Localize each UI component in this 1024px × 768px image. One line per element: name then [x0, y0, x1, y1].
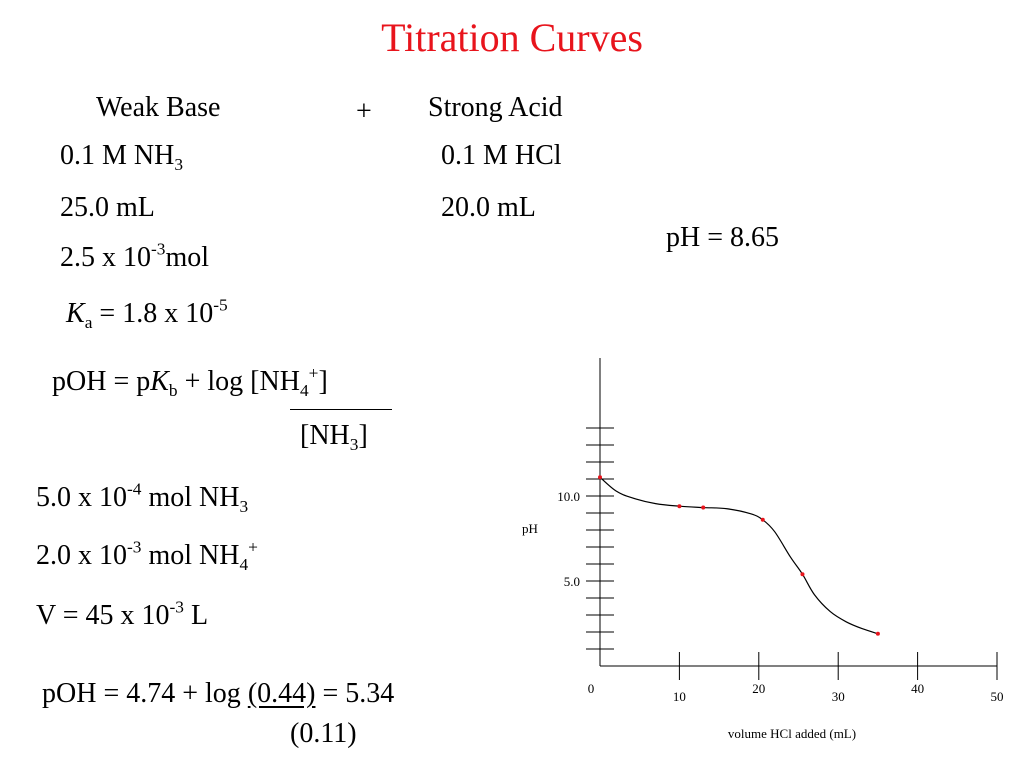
l2-unit: mol NH: [141, 540, 240, 571]
data-point-6: [875, 631, 880, 636]
x-tick-label-40: 40: [911, 681, 924, 696]
final-equation: pOH = 4.74 + log (0.44) = 5.34: [42, 678, 394, 710]
hh-denominator: [NH3]: [300, 420, 368, 455]
y-axis-label: pH: [522, 521, 538, 536]
base-conc-sub: 3: [174, 155, 184, 175]
base-conc-text: 0.1 M NH: [60, 140, 175, 171]
hh-c-sup: +: [308, 363, 319, 383]
l2-text: 2.0 x 10: [36, 540, 127, 571]
titration-curve: [599, 476, 879, 635]
final-result: = 5.34: [315, 678, 395, 709]
hh-text-c: + log [NH: [177, 366, 300, 397]
hh-den-sub: 3: [349, 435, 359, 455]
base-moles-exp: -3: [151, 239, 166, 259]
l1-text: 5.0 x 10: [36, 482, 127, 513]
l1-sub: 3: [239, 497, 249, 517]
result-ph: pH = 8.65: [666, 222, 780, 253]
l2-sub: 4: [239, 555, 249, 575]
x-tick-label-0: 0: [588, 681, 595, 696]
l2-exp: -3: [127, 537, 142, 557]
acid-concentration: 0.1 M HCl: [441, 140, 562, 171]
x-axis-label: volume HCl added (mL): [728, 726, 856, 741]
total-volume: V = 45 x 10-3 L: [36, 597, 209, 632]
data-point-4: [760, 517, 765, 522]
base-volume: 25.0 mL: [60, 192, 155, 223]
final-numerator: (0.44): [247, 678, 316, 709]
hh-text-d: ]: [318, 366, 328, 397]
data-point-1: [598, 475, 602, 480]
moles-nh3: 5.0 x 10-4 mol NH3: [36, 479, 249, 517]
hh-den-text: [NH: [300, 420, 350, 451]
page-title: Titration Curves: [381, 15, 643, 60]
data-point-5: [800, 572, 805, 577]
x-tick-label-50: 50: [991, 689, 1004, 704]
ka-symbol: K: [66, 298, 85, 329]
hh-b-sub: b: [168, 381, 178, 401]
strong-acid-heading: Strong Acid: [428, 92, 563, 123]
y-tick-label-10.0: 10.0: [557, 489, 580, 504]
acid-volume: 20.0 mL: [441, 192, 536, 223]
final-text-a: pOH = 4.74 + log: [42, 678, 248, 709]
y-tick-label-5.0: 5.0: [564, 574, 580, 589]
l3-unit: L: [183, 600, 209, 631]
ka-text: = 1.8 x 10: [92, 298, 214, 329]
hh-k: K: [150, 366, 169, 397]
hh-den-close: ]: [358, 420, 368, 451]
l2-charge: +: [248, 537, 258, 557]
base-moles-unit: mol: [165, 242, 210, 273]
ka-exp: -5: [213, 295, 228, 315]
l3-exp: -3: [169, 597, 184, 617]
hh-equation: pOH = pKb + log [NH4+]: [52, 363, 328, 401]
moles-nh4: 2.0 x 10-3 mol NH4+: [36, 537, 258, 575]
l1-unit: mol NH: [141, 482, 240, 513]
ka-value: Ka = 1.8 x 10-5: [66, 295, 228, 333]
l3-text: V = 45 x 10: [36, 600, 170, 631]
x-tick-label-20: 20: [752, 681, 765, 696]
base-moles-text: 2.5 x 10: [60, 242, 151, 273]
l1-exp: -4: [127, 479, 142, 499]
hh-fraction-bar: [290, 409, 392, 410]
data-point-2: [677, 504, 682, 509]
x-tick-label-30: 30: [832, 689, 845, 704]
weak-base-heading: Weak Base: [96, 92, 221, 123]
base-concentration: 0.1 M NH3: [60, 140, 184, 175]
x-tick-label-10: 10: [673, 689, 686, 704]
plus-sign: +: [356, 96, 372, 127]
hh-c-sub: 4: [299, 381, 309, 401]
final-denominator: (0.11): [290, 718, 357, 749]
data-point-3: [701, 505, 706, 510]
ka-sub: a: [84, 313, 93, 333]
hh-text-a: pOH = p: [52, 366, 151, 397]
base-moles: 2.5 x 10-3mol: [60, 239, 210, 274]
